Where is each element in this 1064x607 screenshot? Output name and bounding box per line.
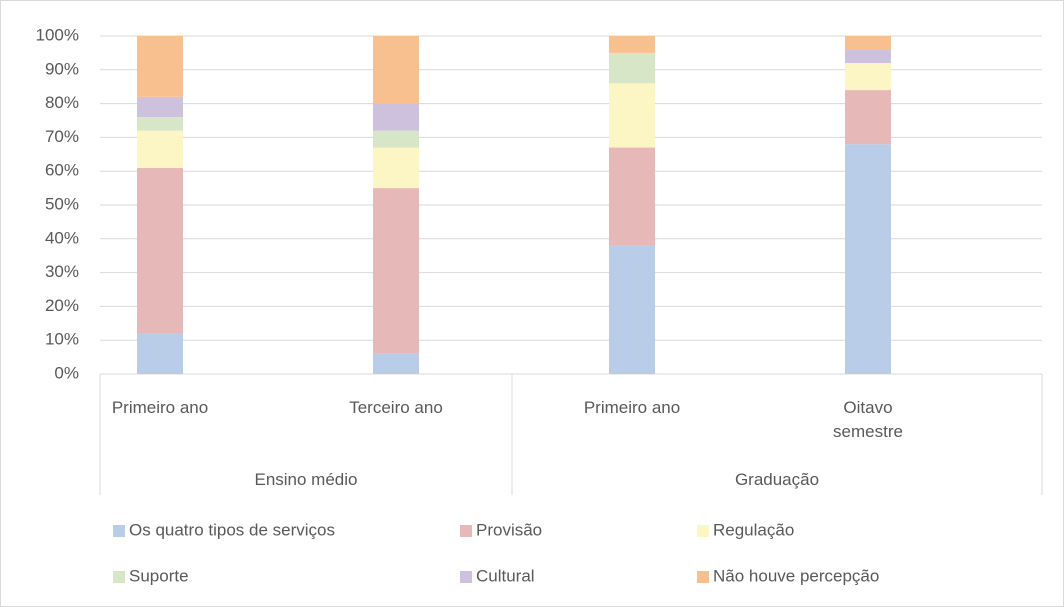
bar-segment — [373, 103, 419, 131]
bar-segment — [373, 130, 419, 148]
y-tick-label: 0% — [54, 363, 79, 382]
y-tick-label: 60% — [45, 161, 79, 180]
legend-label: Provisão — [476, 520, 542, 539]
bar-segment — [373, 147, 419, 189]
bar-segment — [373, 353, 419, 374]
x-tick-label: Oitavo semestre — [833, 398, 903, 441]
bar-segment — [845, 36, 891, 50]
x-tick-label: Primeiro ano — [583, 398, 681, 417]
legend-label: Regulação — [713, 520, 794, 539]
y-tick-label: 70% — [45, 127, 79, 146]
bar-segment — [609, 36, 655, 53]
legend-swatch — [113, 571, 125, 583]
y-tick-label: 100% — [36, 25, 79, 44]
x-tick-label: Primeiro ano — [111, 398, 209, 417]
legend-swatch — [460, 571, 472, 583]
bar-segment — [137, 167, 183, 334]
legend-label: Cultural — [476, 566, 535, 585]
y-tick-label: 10% — [45, 330, 79, 349]
bar-segment — [609, 83, 655, 148]
group-label: Ensino médio — [254, 470, 358, 489]
legend-swatch — [113, 525, 125, 537]
bar-segment — [137, 333, 183, 374]
bar-segment — [137, 36, 183, 97]
y-tick-label: 30% — [45, 262, 79, 281]
bar-segment — [137, 96, 183, 118]
legend-swatch — [460, 525, 472, 537]
bar-segment — [609, 52, 655, 84]
x-tick-label: Terceiro ano — [349, 398, 443, 417]
y-tick-label: 80% — [45, 93, 79, 112]
bar-segment — [845, 144, 891, 374]
bar-segment — [609, 245, 655, 374]
bar-segment — [373, 36, 419, 104]
bar-segment — [137, 130, 183, 168]
bar-segment — [845, 90, 891, 145]
legend-swatch — [697, 571, 709, 583]
y-tick-label: 40% — [45, 228, 79, 247]
legend-label: Não houve percepção — [713, 566, 879, 585]
y-tick-label: 20% — [45, 296, 79, 315]
bar-segment — [373, 188, 419, 354]
legend-label: Suporte — [129, 566, 189, 585]
y-tick-label: 50% — [45, 194, 79, 213]
legend-label: Os quatro tipos de serviços — [129, 520, 335, 539]
group-label: Graduação — [734, 470, 820, 489]
y-tick-label: 90% — [45, 59, 79, 78]
bar-segment — [137, 117, 183, 131]
bar-segment — [845, 49, 891, 64]
bar-segment — [609, 147, 655, 246]
legend-swatch — [697, 525, 709, 537]
bar-segment — [845, 63, 891, 91]
